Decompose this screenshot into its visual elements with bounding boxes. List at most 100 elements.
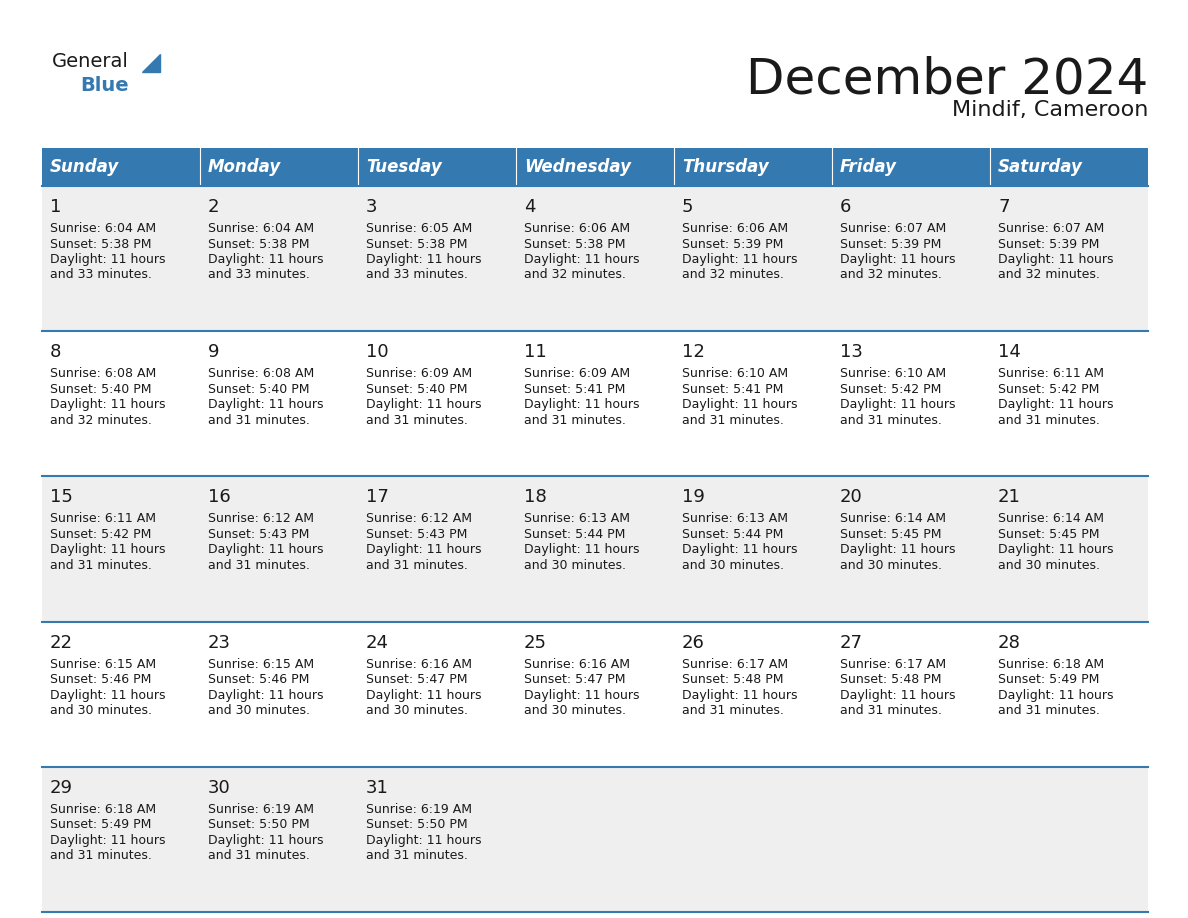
Text: Sunset: 5:48 PM: Sunset: 5:48 PM (682, 673, 784, 686)
Text: 29: 29 (50, 778, 72, 797)
Text: and 33 minutes.: and 33 minutes. (50, 268, 152, 282)
Text: Daylight: 11 hours: Daylight: 11 hours (366, 834, 481, 846)
Text: 9: 9 (208, 343, 220, 361)
Text: Daylight: 11 hours: Daylight: 11 hours (998, 398, 1113, 411)
Text: 5: 5 (682, 198, 694, 216)
Text: and 31 minutes.: and 31 minutes. (208, 414, 310, 427)
Text: Sunrise: 6:17 AM: Sunrise: 6:17 AM (682, 657, 788, 671)
Text: Sunrise: 6:12 AM: Sunrise: 6:12 AM (366, 512, 472, 525)
Text: Sunset: 5:42 PM: Sunset: 5:42 PM (840, 383, 941, 396)
Text: 20: 20 (840, 488, 862, 507)
Text: Daylight: 11 hours: Daylight: 11 hours (50, 398, 165, 411)
Text: Daylight: 11 hours: Daylight: 11 hours (682, 398, 797, 411)
Text: 23: 23 (208, 633, 230, 652)
Text: 24: 24 (366, 633, 388, 652)
Bar (358, 148, 516, 186)
Text: 31: 31 (366, 778, 388, 797)
Text: Daylight: 11 hours: Daylight: 11 hours (208, 688, 323, 701)
Text: Sunset: 5:44 PM: Sunset: 5:44 PM (524, 528, 625, 541)
Text: Sunset: 5:46 PM: Sunset: 5:46 PM (208, 673, 309, 686)
Text: Sunrise: 6:19 AM: Sunrise: 6:19 AM (366, 803, 472, 816)
Polygon shape (143, 54, 160, 72)
Text: and 30 minutes.: and 30 minutes. (840, 559, 942, 572)
Text: and 32 minutes.: and 32 minutes. (524, 268, 626, 282)
Text: Sunset: 5:42 PM: Sunset: 5:42 PM (998, 383, 1099, 396)
Text: Sunset: 5:40 PM: Sunset: 5:40 PM (50, 383, 152, 396)
Text: and 31 minutes.: and 31 minutes. (50, 559, 152, 572)
Text: and 31 minutes.: and 31 minutes. (208, 849, 310, 862)
Text: and 30 minutes.: and 30 minutes. (524, 704, 626, 717)
Text: Tuesday: Tuesday (366, 158, 442, 176)
Text: Sunset: 5:47 PM: Sunset: 5:47 PM (524, 673, 626, 686)
Text: December 2024: December 2024 (746, 55, 1148, 103)
Text: Sunrise: 6:15 AM: Sunrise: 6:15 AM (50, 657, 156, 671)
Text: Sunset: 5:50 PM: Sunset: 5:50 PM (208, 818, 310, 832)
Text: and 33 minutes.: and 33 minutes. (366, 268, 468, 282)
Text: and 31 minutes.: and 31 minutes. (524, 414, 626, 427)
Text: Daylight: 11 hours: Daylight: 11 hours (208, 543, 323, 556)
Text: 11: 11 (524, 343, 546, 361)
Text: Sunset: 5:41 PM: Sunset: 5:41 PM (524, 383, 625, 396)
Text: Sunset: 5:43 PM: Sunset: 5:43 PM (366, 528, 467, 541)
Text: and 32 minutes.: and 32 minutes. (682, 268, 784, 282)
Text: and 31 minutes.: and 31 minutes. (998, 704, 1100, 717)
Bar (42, 621, 1148, 767)
Text: Monday: Monday (208, 158, 282, 176)
Text: 26: 26 (682, 633, 704, 652)
Bar (990, 148, 1148, 186)
Text: Daylight: 11 hours: Daylight: 11 hours (840, 253, 955, 266)
Text: Daylight: 11 hours: Daylight: 11 hours (50, 543, 165, 556)
Text: and 31 minutes.: and 31 minutes. (840, 704, 942, 717)
Bar (42, 476, 1148, 621)
Text: 22: 22 (50, 633, 72, 652)
Text: Sunrise: 6:06 AM: Sunrise: 6:06 AM (524, 222, 630, 235)
Bar (42, 331, 1148, 476)
Text: and 32 minutes.: and 32 minutes. (998, 268, 1100, 282)
Text: Sunrise: 6:08 AM: Sunrise: 6:08 AM (208, 367, 315, 380)
Text: Sunset: 5:49 PM: Sunset: 5:49 PM (50, 818, 151, 832)
Text: 16: 16 (208, 488, 230, 507)
Text: and 30 minutes.: and 30 minutes. (366, 704, 468, 717)
Text: and 32 minutes.: and 32 minutes. (50, 414, 152, 427)
Text: Daylight: 11 hours: Daylight: 11 hours (998, 543, 1113, 556)
Bar (42, 148, 200, 186)
Text: and 31 minutes.: and 31 minutes. (50, 849, 152, 862)
Text: Sunrise: 6:04 AM: Sunrise: 6:04 AM (50, 222, 156, 235)
Text: General: General (52, 52, 128, 71)
Text: 6: 6 (840, 198, 852, 216)
Text: Sunrise: 6:08 AM: Sunrise: 6:08 AM (50, 367, 157, 380)
Text: Sunrise: 6:16 AM: Sunrise: 6:16 AM (366, 657, 472, 671)
Text: Sunrise: 6:11 AM: Sunrise: 6:11 AM (998, 367, 1104, 380)
Text: and 31 minutes.: and 31 minutes. (682, 704, 784, 717)
Text: and 30 minutes.: and 30 minutes. (208, 704, 310, 717)
Text: Daylight: 11 hours: Daylight: 11 hours (682, 688, 797, 701)
Text: and 32 minutes.: and 32 minutes. (840, 268, 942, 282)
Text: Sunrise: 6:07 AM: Sunrise: 6:07 AM (998, 222, 1105, 235)
Text: Mindif, Cameroon: Mindif, Cameroon (952, 100, 1148, 120)
Bar (516, 148, 674, 186)
Text: Sunrise: 6:15 AM: Sunrise: 6:15 AM (208, 657, 314, 671)
Text: 21: 21 (998, 488, 1020, 507)
Text: Daylight: 11 hours: Daylight: 11 hours (524, 688, 639, 701)
Text: Sunrise: 6:04 AM: Sunrise: 6:04 AM (208, 222, 314, 235)
Text: Daylight: 11 hours: Daylight: 11 hours (366, 543, 481, 556)
Text: Thursday: Thursday (682, 158, 769, 176)
Text: 18: 18 (524, 488, 546, 507)
Text: 30: 30 (208, 778, 230, 797)
Text: Daylight: 11 hours: Daylight: 11 hours (50, 253, 165, 266)
Text: Blue: Blue (80, 76, 128, 95)
Text: 12: 12 (682, 343, 704, 361)
Text: and 31 minutes.: and 31 minutes. (998, 414, 1100, 427)
Text: Sunset: 5:39 PM: Sunset: 5:39 PM (682, 238, 783, 251)
Text: 25: 25 (524, 633, 546, 652)
Text: Sunset: 5:49 PM: Sunset: 5:49 PM (998, 673, 1099, 686)
Text: Daylight: 11 hours: Daylight: 11 hours (682, 543, 797, 556)
Text: Sunset: 5:46 PM: Sunset: 5:46 PM (50, 673, 151, 686)
Text: Sunset: 5:39 PM: Sunset: 5:39 PM (998, 238, 1099, 251)
Text: Saturday: Saturday (998, 158, 1083, 176)
Text: 15: 15 (50, 488, 72, 507)
Text: 27: 27 (840, 633, 862, 652)
Text: Sunset: 5:40 PM: Sunset: 5:40 PM (366, 383, 468, 396)
Text: Sunrise: 6:19 AM: Sunrise: 6:19 AM (208, 803, 314, 816)
Text: Sunday: Sunday (50, 158, 119, 176)
